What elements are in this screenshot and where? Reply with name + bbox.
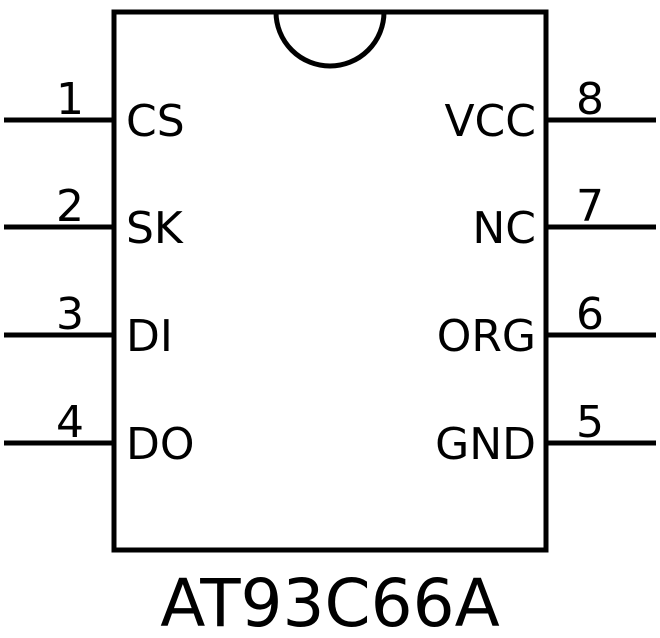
pin-number: 8 [576,74,604,125]
part-number-label: AT93C66A [160,565,500,638]
pin-number: 7 [576,181,604,232]
pin-number: 3 [56,289,84,340]
pin-number: 1 [56,74,84,125]
pin-label: CS [126,96,185,147]
pin-label: NC [472,203,536,254]
left-pin: 2 SK [4,181,184,254]
right-pin: 6 ORG [437,289,656,362]
pin-number: 6 [576,289,604,340]
left-pin: 1 CS [4,74,185,147]
pin-number: 5 [576,397,604,448]
pin-number: 4 [56,397,84,448]
package-body [111,9,549,553]
right-pin: 7 NC [472,181,656,254]
pin-label: DI [126,311,173,362]
right-pin: 5 GND [435,397,656,470]
pin-number: 2 [56,181,84,232]
left-pin: 3 DI [4,289,173,362]
right-pin: 8 VCC [444,74,656,147]
pin-label: GND [435,419,536,470]
pin-label: SK [126,203,184,254]
pin-label: ORG [437,311,536,362]
left-pin: 4 DO [4,397,195,470]
pin-label: DO [126,419,195,470]
pin-label: VCC [444,96,536,147]
orientation-notch [273,11,387,69]
